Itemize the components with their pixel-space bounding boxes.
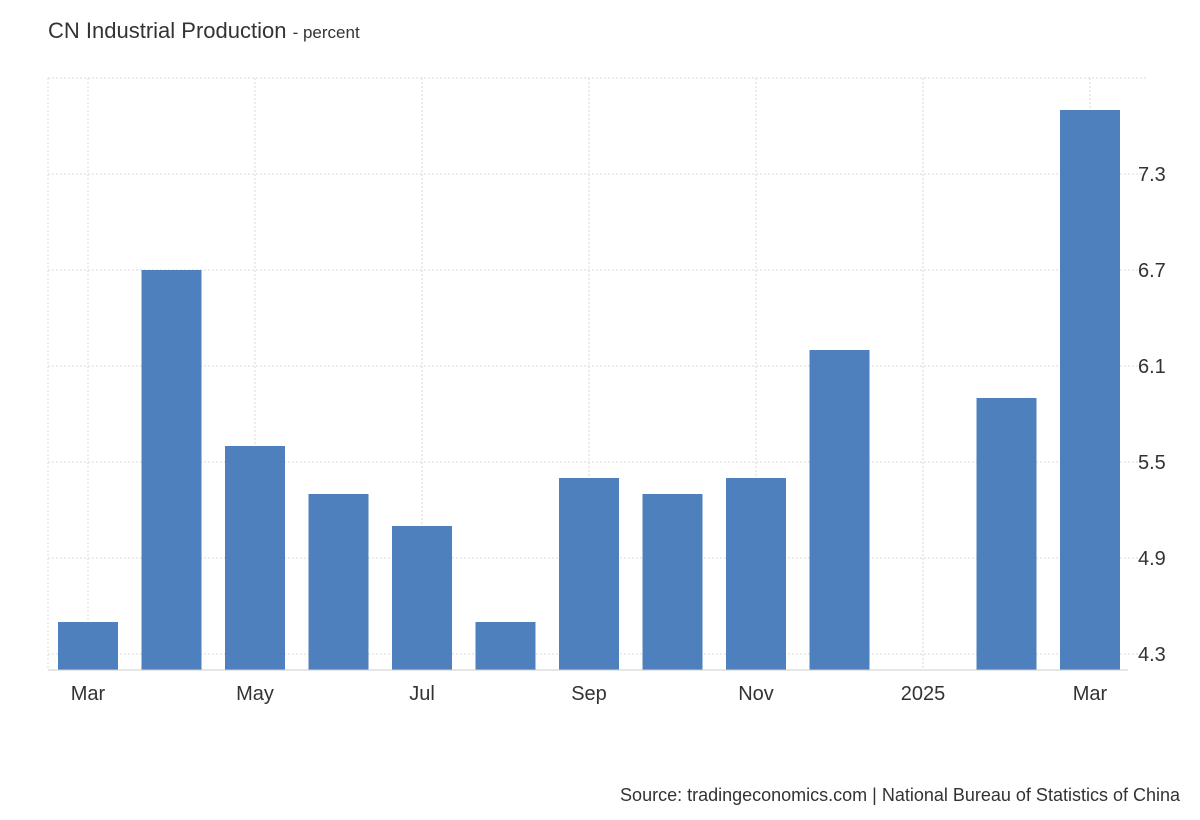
source-attribution: Source: tradingeconomics.com | National …	[620, 785, 1180, 805]
y-tick-label: 4.9	[1138, 548, 1166, 570]
bar	[1060, 110, 1120, 670]
bar	[392, 526, 452, 670]
chart-title: CN Industrial Production - percent	[48, 18, 360, 44]
chart-unit-text: percent	[302, 23, 360, 42]
bar	[559, 478, 619, 670]
x-tick-label: Mar	[1073, 683, 1108, 705]
bar	[809, 350, 870, 670]
y-tick-label: 5.5	[1138, 452, 1166, 474]
y-tick-label: 6.7	[1138, 260, 1166, 282]
x-tick-label: 2025	[901, 683, 946, 705]
bar	[976, 398, 1037, 670]
bar	[308, 494, 369, 670]
bar	[141, 270, 202, 670]
x-tick-label: Nov	[738, 683, 774, 705]
bar	[225, 446, 285, 670]
y-tick-label: 7.3	[1138, 164, 1166, 186]
x-tick-label: May	[236, 683, 274, 705]
bar	[642, 494, 703, 670]
x-tick-label: Mar	[71, 683, 106, 705]
x-tick-label: Sep	[571, 683, 607, 705]
x-tick-label: Jul	[409, 683, 435, 705]
y-tick-label: 6.1	[1138, 356, 1166, 378]
y-tick-label: 4.3	[1138, 644, 1166, 666]
bar	[726, 478, 786, 670]
chart-title-text: CN Industrial Production	[48, 18, 287, 43]
bar	[475, 622, 536, 670]
bar	[58, 622, 118, 670]
chart-unit-label: - percent	[292, 23, 360, 42]
